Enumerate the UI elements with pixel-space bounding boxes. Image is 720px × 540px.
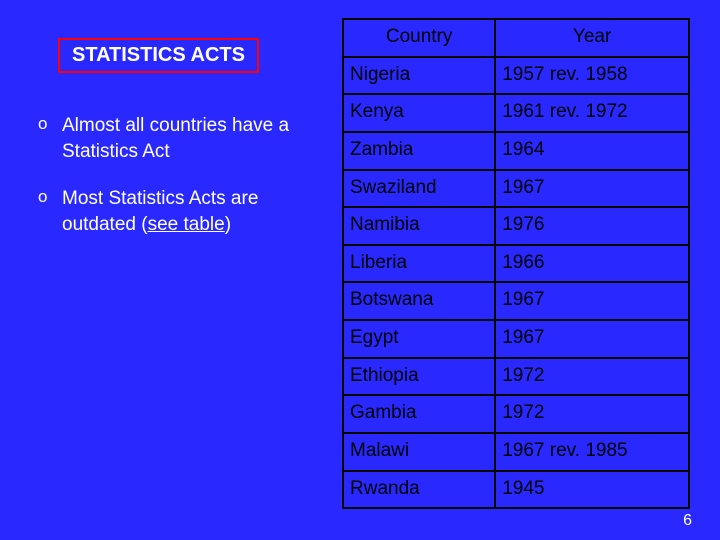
right-column: Country Year Nigeria1957 rev. 1958 Kenya… bbox=[330, 18, 690, 520]
cell-year: 1964 bbox=[495, 132, 689, 170]
cell-country: Gambia bbox=[343, 395, 495, 433]
page-number: 6 bbox=[683, 512, 692, 530]
bullet-item: Most Statistics Acts are outdated (see t… bbox=[30, 186, 320, 237]
bullet-item: Almost all countries have a Statistics A… bbox=[30, 113, 320, 164]
table-row: Liberia1966 bbox=[343, 245, 689, 283]
table-row: Malawi1967 rev. 1985 bbox=[343, 433, 689, 471]
table-row: Botswana1967 bbox=[343, 282, 689, 320]
left-column: STATISTICS ACTS Almost all countries hav… bbox=[30, 18, 330, 520]
cell-year: 1967 bbox=[495, 282, 689, 320]
cell-year: 1961 rev. 1972 bbox=[495, 94, 689, 132]
table-body: Nigeria1957 rev. 1958 Kenya1961 rev. 197… bbox=[343, 57, 689, 509]
cell-country: Botswana bbox=[343, 282, 495, 320]
cell-country: Rwanda bbox=[343, 471, 495, 509]
cell-year: 1972 bbox=[495, 395, 689, 433]
cell-year: 1967 bbox=[495, 170, 689, 208]
header-country: Country bbox=[343, 19, 495, 57]
statistics-acts-table: Country Year Nigeria1957 rev. 1958 Kenya… bbox=[342, 18, 690, 509]
bullet-underlined: see table bbox=[148, 214, 225, 235]
cell-country: Liberia bbox=[343, 245, 495, 283]
slide-title: STATISTICS ACTS bbox=[58, 38, 259, 73]
cell-country: Kenya bbox=[343, 94, 495, 132]
cell-country: Nigeria bbox=[343, 57, 495, 95]
cell-country: Egypt bbox=[343, 320, 495, 358]
cell-year: 1957 rev. 1958 bbox=[495, 57, 689, 95]
cell-country: Zambia bbox=[343, 132, 495, 170]
table-row: Namibia1976 bbox=[343, 207, 689, 245]
table-row: Kenya1961 rev. 1972 bbox=[343, 94, 689, 132]
header-year: Year bbox=[495, 19, 689, 57]
table-row: Nigeria1957 rev. 1958 bbox=[343, 57, 689, 95]
table-row: Swaziland1967 bbox=[343, 170, 689, 208]
table-row: Zambia1964 bbox=[343, 132, 689, 170]
cell-year: 1966 bbox=[495, 245, 689, 283]
cell-country: Ethiopia bbox=[343, 358, 495, 396]
bullet-list: Almost all countries have a Statistics A… bbox=[30, 113, 320, 238]
table-row: Rwanda1945 bbox=[343, 471, 689, 509]
cell-year: 1976 bbox=[495, 207, 689, 245]
cell-year: 1967 bbox=[495, 320, 689, 358]
slide: STATISTICS ACTS Almost all countries hav… bbox=[0, 0, 720, 540]
cell-year: 1945 bbox=[495, 471, 689, 509]
bullet-text: ) bbox=[225, 214, 231, 235]
cell-country: Namibia bbox=[343, 207, 495, 245]
table-row: Gambia1972 bbox=[343, 395, 689, 433]
table-row: Ethiopia1972 bbox=[343, 358, 689, 396]
table-row: Egypt1967 bbox=[343, 320, 689, 358]
bullet-text: Almost all countries have a Statistics A… bbox=[62, 115, 289, 162]
cell-year: 1972 bbox=[495, 358, 689, 396]
table-header-row: Country Year bbox=[343, 19, 689, 57]
cell-country: Swaziland bbox=[343, 170, 495, 208]
cell-year: 1967 rev. 1985 bbox=[495, 433, 689, 471]
cell-country: Malawi bbox=[343, 433, 495, 471]
